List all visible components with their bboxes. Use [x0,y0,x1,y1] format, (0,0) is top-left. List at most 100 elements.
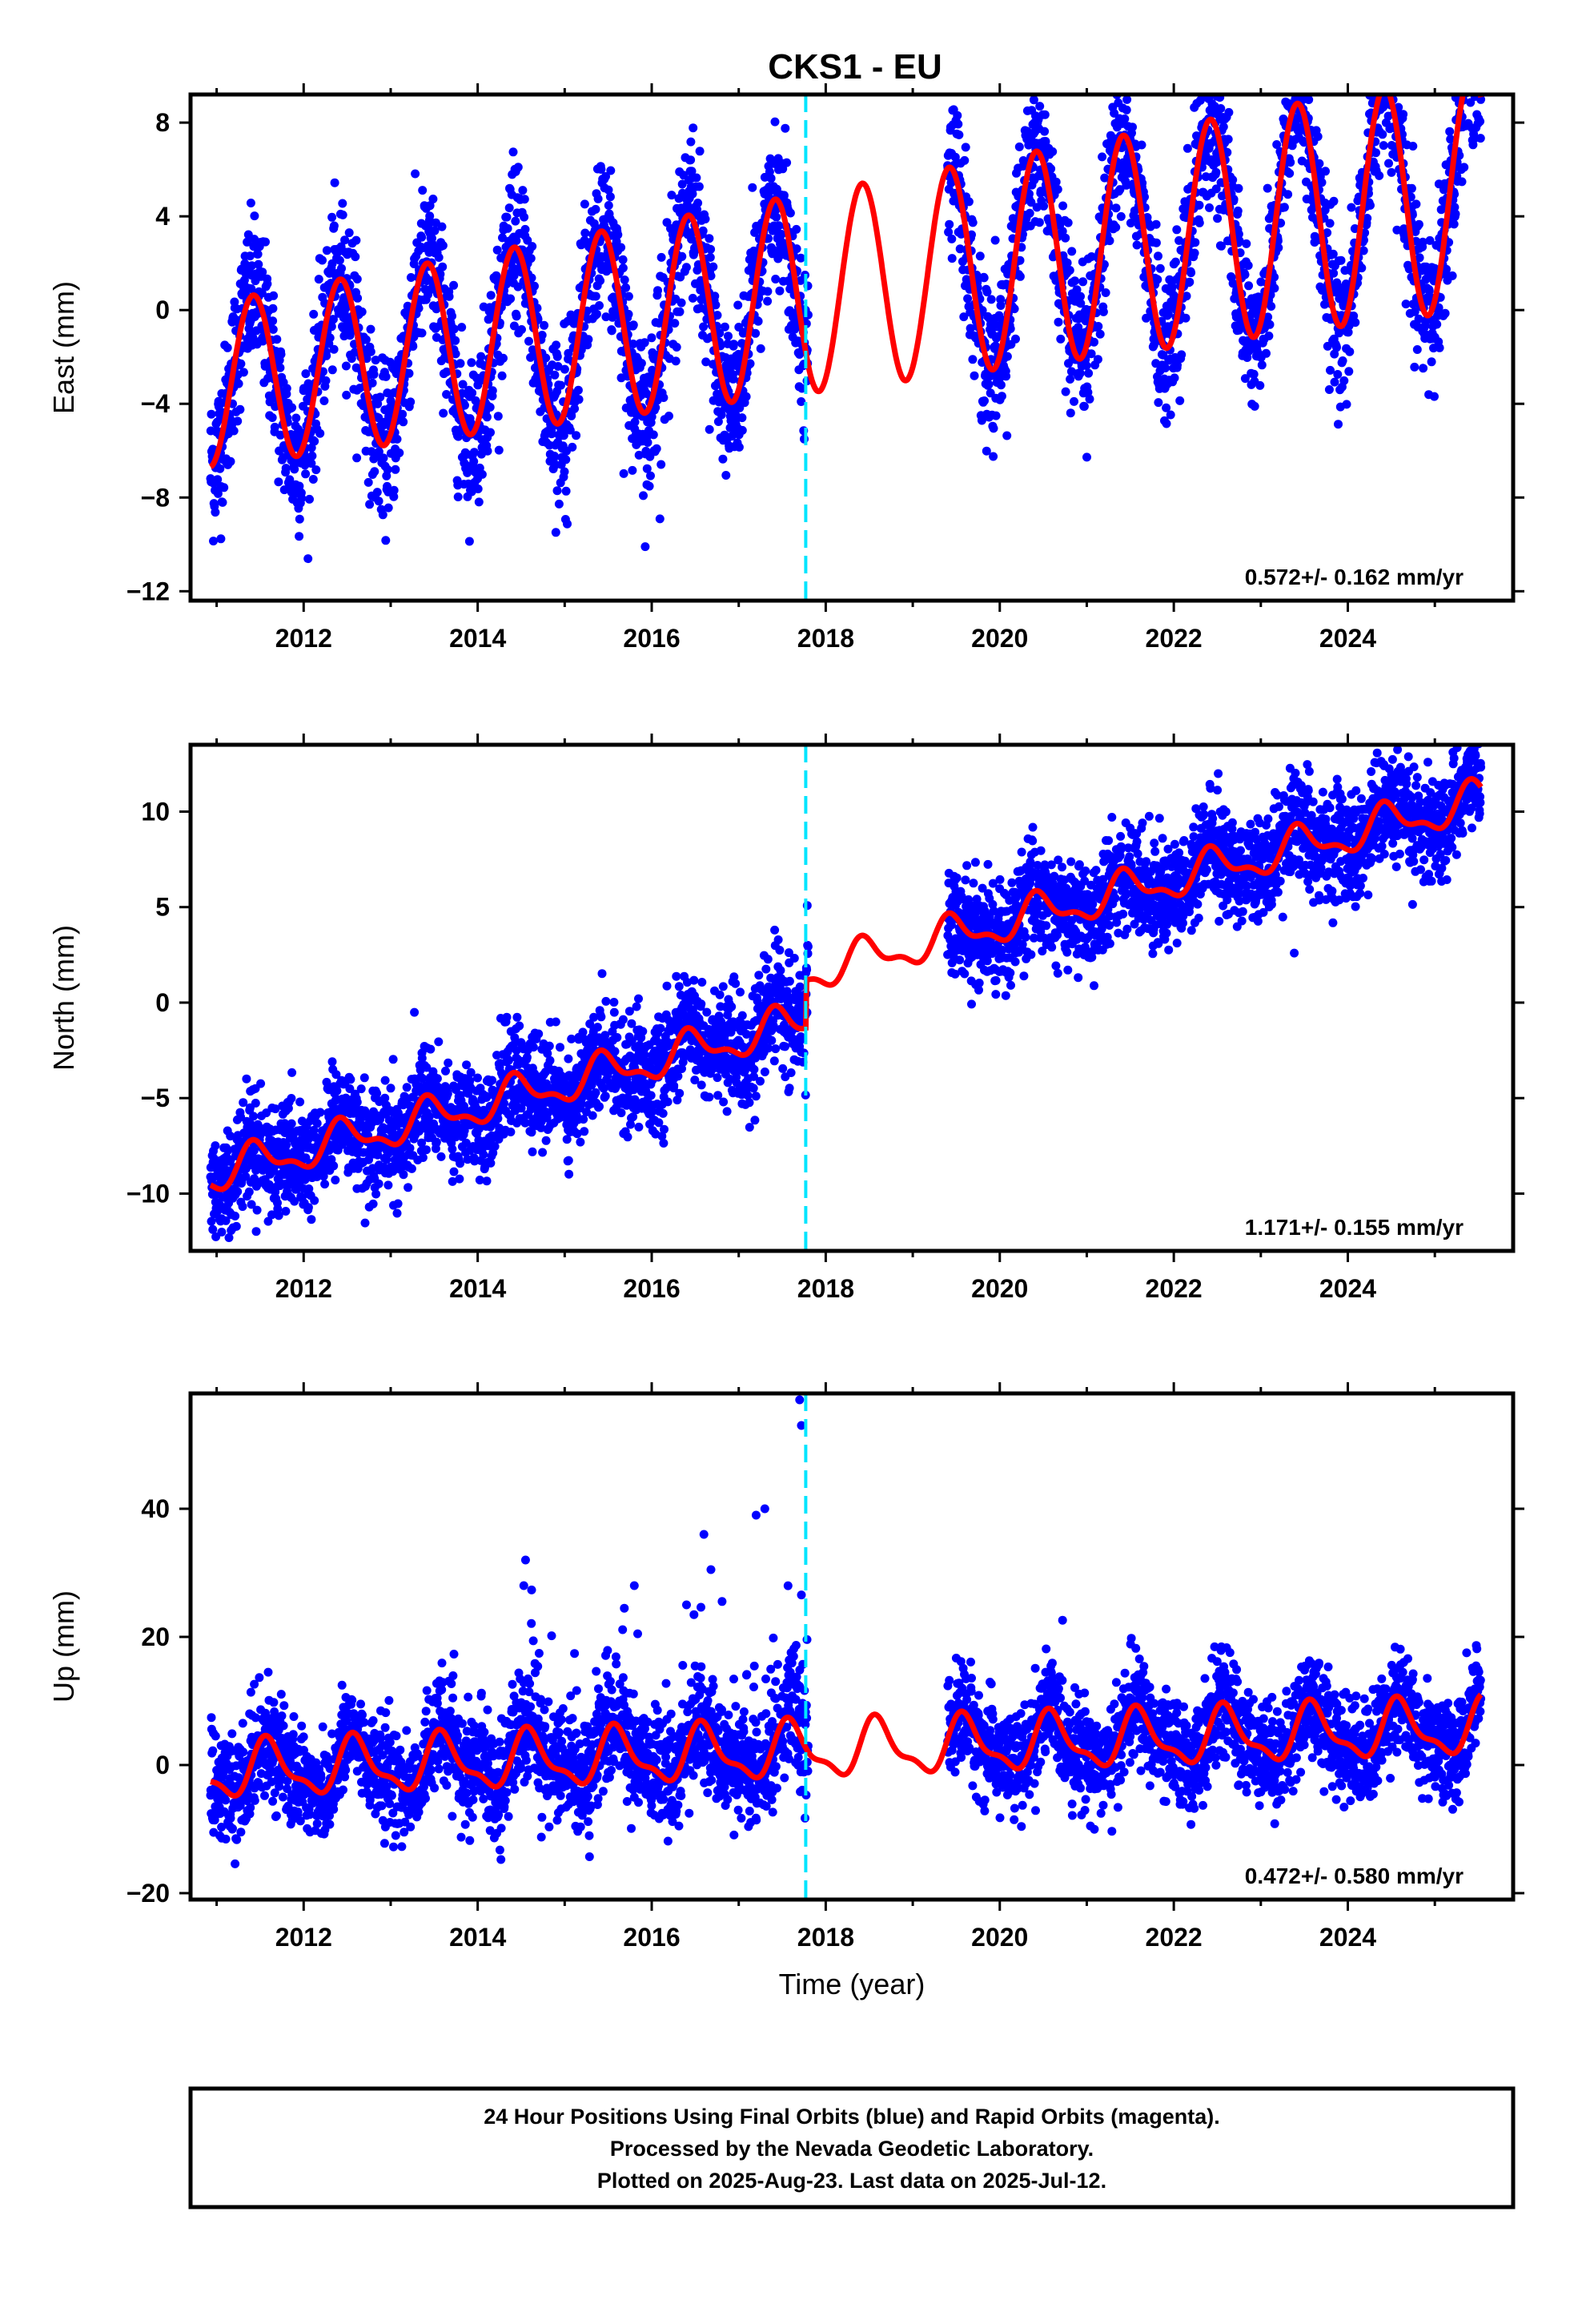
data-point [520,195,529,204]
data-point [1460,33,1468,42]
data-point [392,434,402,444]
data-point [379,453,388,463]
data-point [1029,82,1038,91]
data-point [596,276,605,285]
data-point [1010,304,1019,314]
data-point [1177,350,1186,360]
data-point [257,288,267,298]
data-point [1111,223,1121,232]
data-point [960,155,970,165]
data-point [474,497,484,507]
data-point [513,163,523,172]
data-point [236,359,246,368]
data-point [217,1228,227,1236]
data-point [1383,74,1391,83]
data-point [434,253,444,262]
data-point [303,554,313,564]
data-point [226,456,235,466]
data-point [456,359,465,368]
data-point [1369,49,1378,58]
data-point [263,279,272,288]
data-point [1154,398,1163,408]
data-point [1162,419,1171,428]
data-point [797,397,806,406]
data-point [295,1097,305,1107]
data-point [729,340,738,349]
data-point [644,481,654,491]
data-point [656,252,666,262]
data-point [432,1074,442,1084]
data-point [517,325,526,334]
data-point [781,123,790,133]
data-point [322,351,331,360]
data-point [1302,78,1311,87]
data-point [1233,206,1243,215]
data-point [366,324,375,334]
data-point [991,411,1001,420]
data-point [616,243,626,252]
data-point [1262,348,1271,358]
data-point [1219,122,1228,131]
data-point [1243,261,1253,270]
data-point [331,1176,340,1184]
data-point [361,335,371,344]
x-tick-label: 2012 [275,624,332,653]
data-point [1191,238,1200,247]
data-point [1371,148,1380,158]
x-tick-label: 2024 [1319,624,1376,653]
data-point [329,1161,339,1171]
data-point [1282,82,1291,91]
data-point [410,1007,420,1017]
data-point [211,508,220,517]
data-point [1175,396,1185,405]
data-point [1419,364,1428,373]
data-point [709,262,718,271]
data-point [996,380,1006,390]
data-point [215,464,225,473]
data-point [441,1066,450,1076]
data-point [565,425,575,435]
data-point [310,1196,319,1205]
data-point [1267,302,1276,311]
data-point [1002,372,1011,381]
data-point [1378,130,1387,139]
data-point [1470,48,1479,57]
data-point [1471,13,1480,22]
data-point [1472,55,1480,64]
data-point [281,1207,291,1216]
rate-label: 0.572+/- 0.162 mm/yr [1245,565,1464,589]
data-point [1313,132,1323,141]
data-point [272,335,282,344]
data-point [468,388,477,398]
data-point [309,309,319,319]
data-point [1476,117,1485,127]
data-point [211,1141,220,1151]
data-point [1078,277,1088,287]
data-point [1440,308,1450,318]
data-point [1367,40,1376,49]
data-point [1061,387,1070,396]
data-point [1467,42,1476,50]
data-point [352,275,362,283]
data-point [322,246,331,255]
data-point [737,413,747,423]
data-point [438,262,448,271]
data-point [1182,143,1192,153]
data-point [213,489,223,498]
data-point [389,492,399,501]
data-point [367,378,377,388]
data-point [338,199,347,208]
data-point [1347,203,1356,212]
data-point [368,1199,378,1208]
data-point [1040,127,1050,136]
data-point [1464,75,1473,84]
data-point [1469,70,1478,78]
data-point [469,448,479,457]
data-point [1408,142,1418,151]
data-point [751,328,761,338]
data-point [337,263,346,273]
data-point [1115,80,1124,89]
data-point [219,483,229,493]
data-point [243,237,252,247]
data-point [1015,255,1025,265]
